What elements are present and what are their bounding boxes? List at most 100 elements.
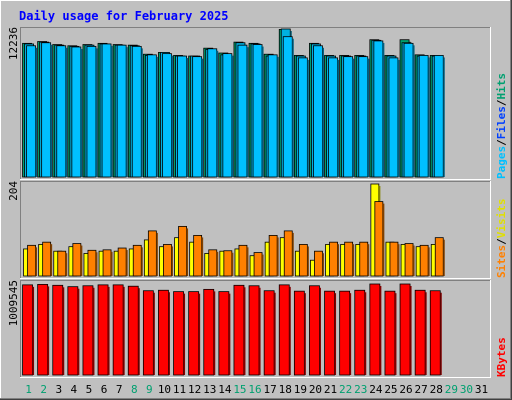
pages-bar-1-shadow: [35, 47, 38, 178]
pages-bar-19: [297, 57, 308, 178]
pages-bar-7: [116, 44, 127, 178]
pages-bar-13: [207, 48, 218, 178]
kbytes-bar-13: [203, 288, 215, 376]
sites-bar-25-shadow: [397, 244, 400, 276]
day-label-19: 19: [294, 383, 307, 396]
kbytes-bar-6: [97, 284, 109, 376]
kbytes-bar-22-shadow: [349, 293, 352, 375]
day-label-31: 31: [475, 383, 488, 396]
kbytes-bar-11: [173, 291, 184, 376]
pages-bar-8: [131, 45, 142, 178]
pages-bar-24-shadow: [382, 42, 385, 178]
sites-bar-21-shadow: [337, 244, 340, 276]
kbytes-bar-1-shadow: [32, 286, 35, 375]
pages-bar-6-shadow: [111, 45, 113, 178]
sites-bar-8-shadow: [141, 247, 143, 276]
pages-bar-21-shadow: [337, 59, 340, 177]
day-label-8: 8: [131, 383, 138, 396]
pages-bar-23: [358, 56, 369, 178]
pages-bar-12-shadow: [201, 58, 204, 178]
hits-panel: [20, 27, 491, 180]
sites-bar-7: [117, 247, 127, 277]
sites-bar-25: [389, 241, 399, 277]
sites-bar-24-shadow: [382, 203, 385, 276]
day-label-5: 5: [86, 383, 93, 396]
sites-bar-19: [298, 244, 308, 277]
kbytes-bar-26-shadow: [410, 286, 412, 375]
sites-bar-24: [374, 201, 384, 277]
pages-bar-17: [267, 54, 278, 178]
pages-bar-11: [177, 55, 187, 178]
pages-bar-22-shadow: [352, 58, 355, 178]
sites-bar-4-shadow: [80, 245, 83, 276]
hits-legend: Pages/Files/Hits: [495, 73, 508, 179]
sites-bar-11-shadow: [186, 228, 189, 276]
pages-bar-4: [71, 46, 82, 178]
pages-bar-14: [222, 53, 233, 178]
sites-bar-6: [102, 249, 112, 277]
kbytes-bar-16: [248, 285, 260, 376]
sites-bar-2-shadow: [50, 244, 53, 276]
day-label-13: 13: [203, 383, 216, 396]
pages-bar-9-shadow: [156, 56, 158, 178]
day-label-4: 4: [71, 383, 78, 396]
sites-bar-5: [87, 249, 97, 277]
kbytes-bar-24: [369, 283, 381, 376]
day-label-16: 16: [248, 383, 261, 396]
kbytes-bar-10: [158, 289, 169, 376]
sites-bar-27-shadow: [428, 247, 430, 276]
day-label-26: 26: [399, 383, 412, 396]
pages-bar-21: [328, 57, 338, 178]
day-label-22: 22: [339, 383, 352, 396]
day-label-3: 3: [55, 383, 62, 396]
kbytes-bar-27-shadow: [425, 292, 427, 375]
sites-bar-21: [329, 241, 338, 277]
sites-bar-7-shadow: [126, 250, 128, 276]
kbytes-bar-16-shadow: [259, 287, 261, 375]
legend-files: Files: [495, 106, 508, 139]
kbytes-bar-15: [233, 284, 245, 376]
kbytes-bar-28: [429, 290, 441, 376]
kbytes-bar-14: [218, 291, 230, 376]
pages-bar-18-shadow: [292, 38, 294, 177]
pages-bar-10: [162, 53, 172, 178]
kbytes-bar-19-shadow: [304, 293, 306, 375]
day-label-9: 9: [146, 383, 153, 396]
sites-bar-4: [72, 243, 82, 277]
sites-bar-27: [419, 244, 429, 277]
pages-bar-23-shadow: [367, 58, 370, 178]
pages-bar-25: [388, 57, 399, 178]
day-label-17: 17: [264, 383, 277, 396]
pages-bar-27: [418, 55, 429, 178]
day-label-23: 23: [354, 383, 367, 396]
kbytes-bar-25-shadow: [394, 293, 397, 375]
pages-bar-14-shadow: [231, 55, 234, 178]
pages-bar-2: [41, 42, 52, 178]
pages-bar-9: [146, 54, 157, 178]
day-label-21: 21: [324, 383, 337, 396]
kbytes-bar-21-shadow: [334, 293, 337, 375]
day-label-25: 25: [384, 383, 397, 396]
pages-bar-10-shadow: [171, 55, 173, 178]
sites-bar-14: [223, 250, 233, 277]
sites-bar-14-shadow: [231, 252, 234, 276]
visits-panel: [20, 181, 491, 279]
day-label-11: 11: [173, 383, 186, 396]
sites-bar-1-shadow: [35, 247, 38, 276]
sites-bar-22-shadow: [352, 244, 355, 276]
legend-visits: Visits: [495, 199, 508, 239]
kbytes-bar-3-shadow: [62, 287, 65, 375]
day-label-7: 7: [116, 383, 123, 396]
sites-bar-28-shadow: [443, 239, 445, 276]
kbytes-bar-28-shadow: [440, 292, 442, 375]
sites-bar-1: [27, 244, 36, 277]
sites-bar-23-shadow: [367, 244, 370, 276]
kbytes-bar-14-shadow: [228, 293, 231, 375]
pages-bar-26-shadow: [413, 45, 415, 177]
visits-legend: Sites/Visits: [495, 199, 508, 279]
kbytes-bar-21: [324, 290, 335, 376]
sites-bar-15-shadow: [246, 247, 249, 276]
sites-bar-18-shadow: [292, 232, 294, 276]
day-label-30: 30: [460, 383, 473, 396]
